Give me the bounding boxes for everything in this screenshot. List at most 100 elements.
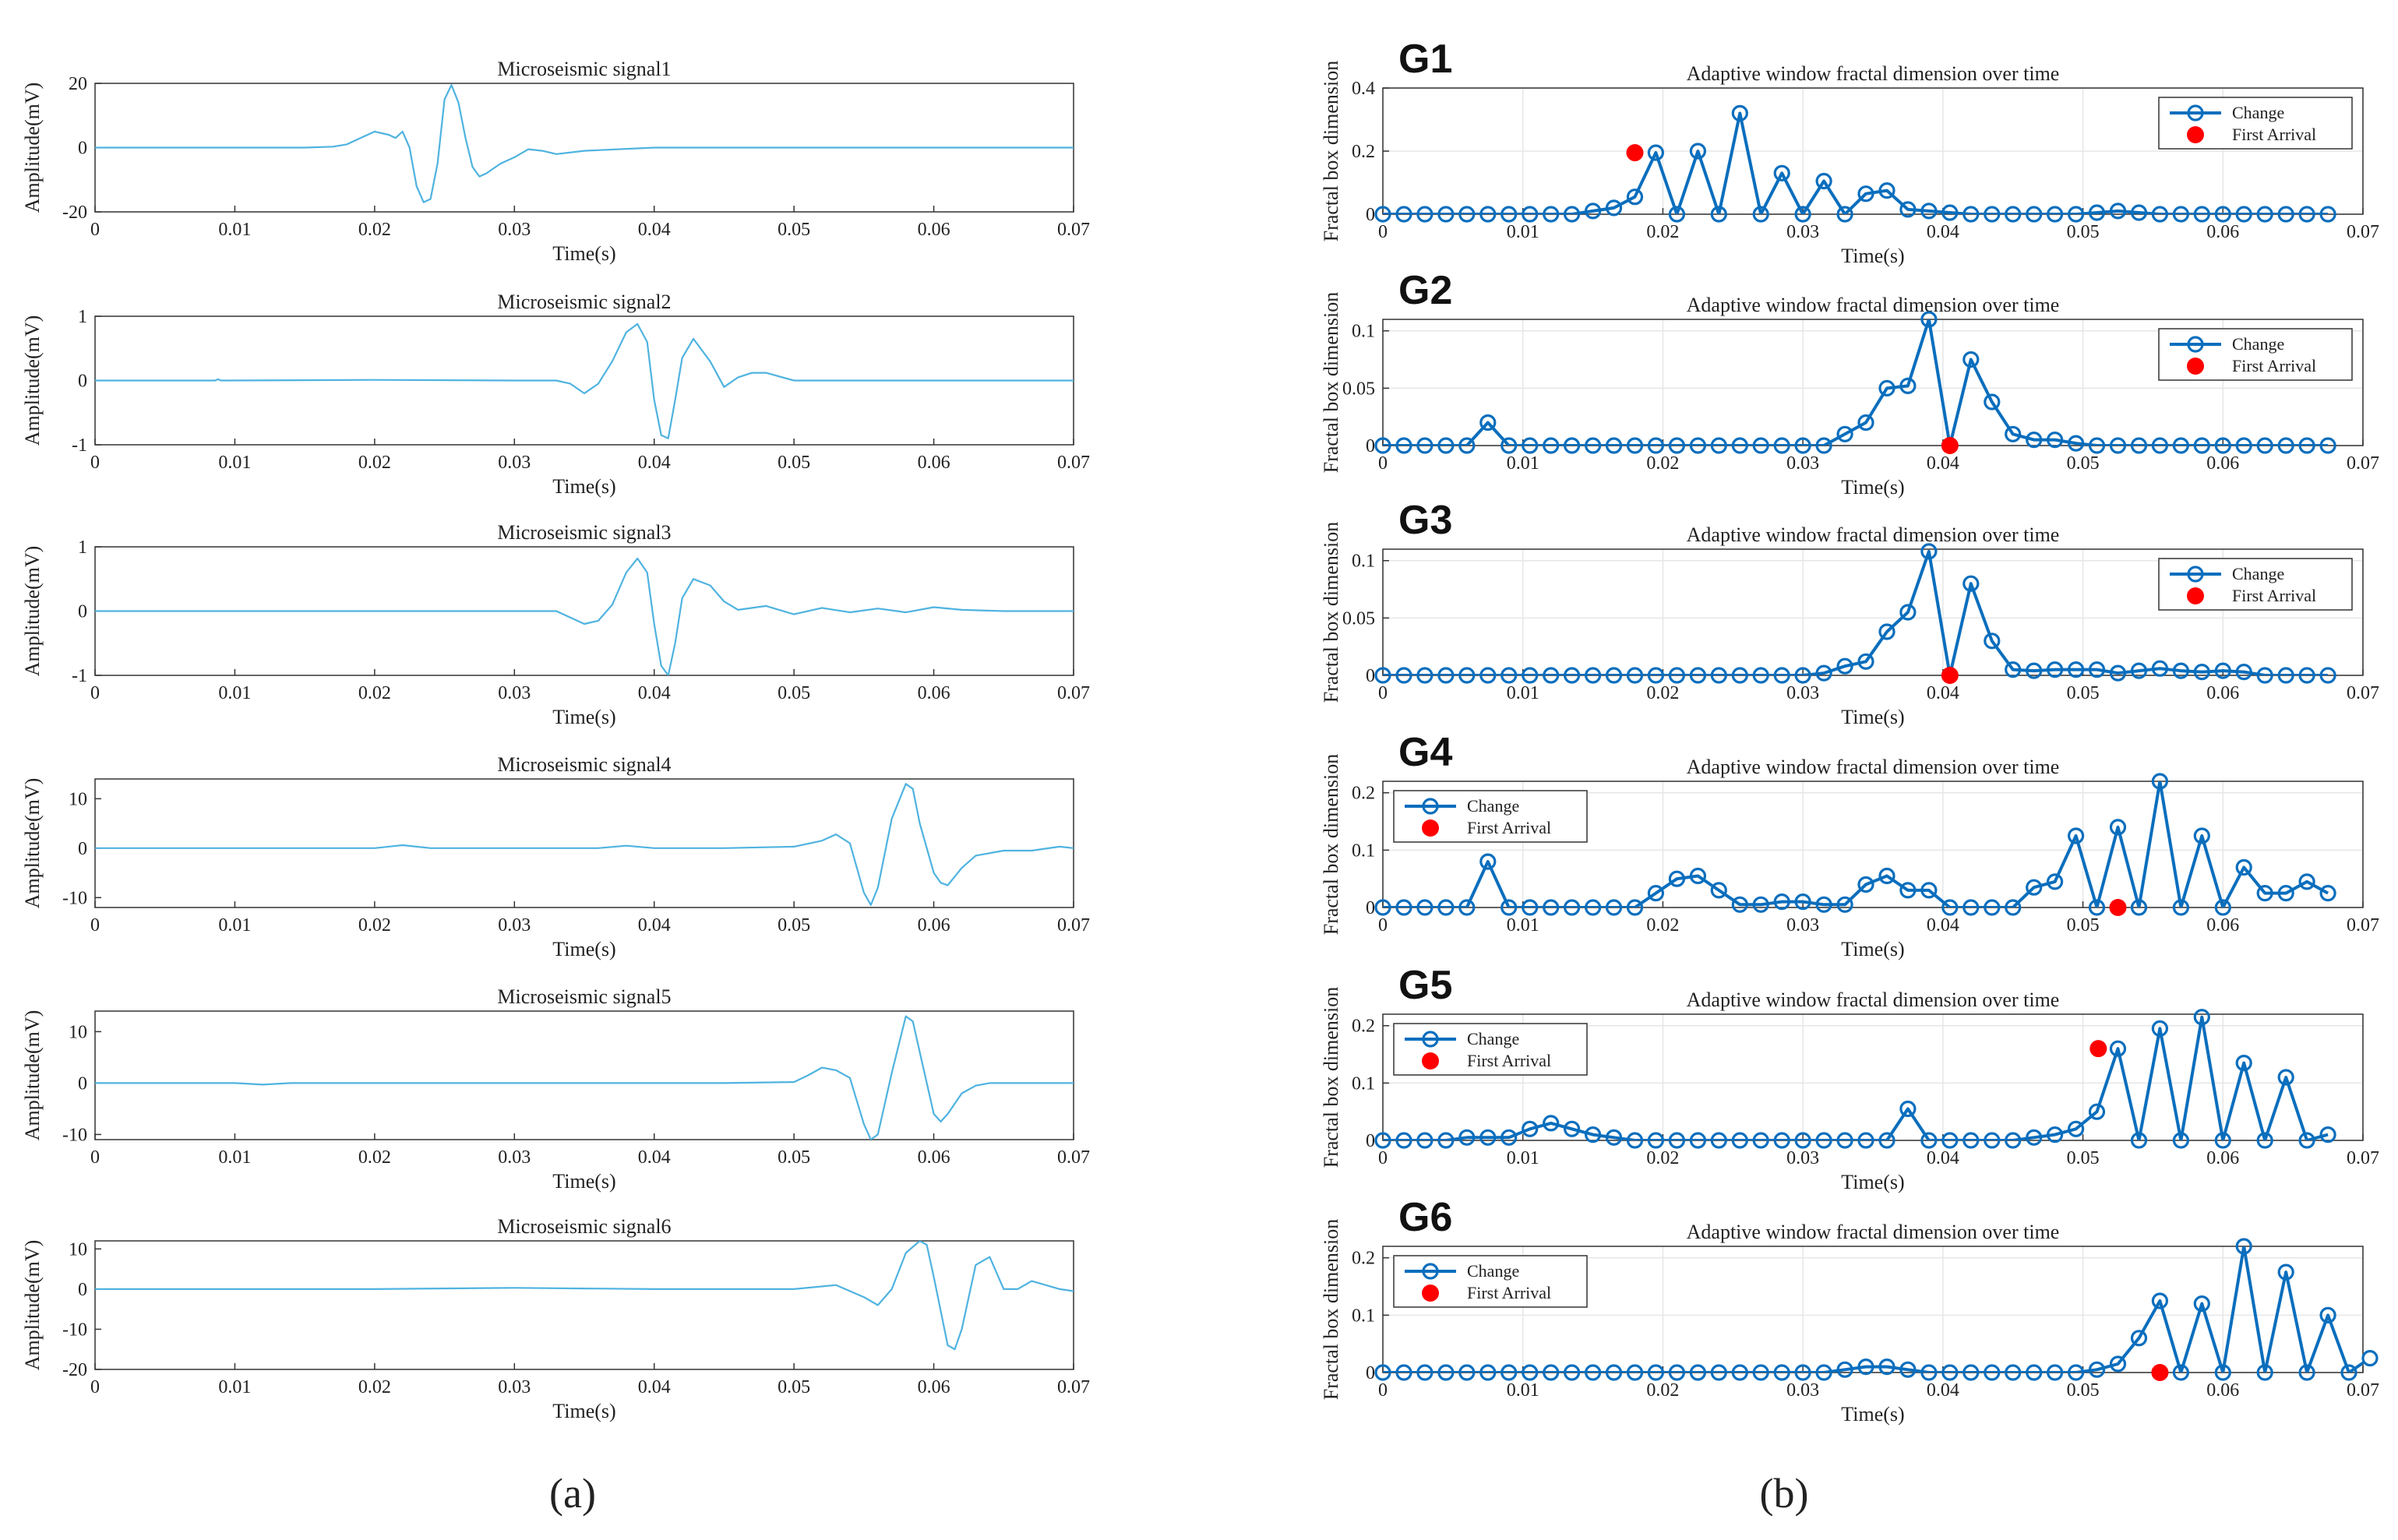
x-tick-label: 0.06 — [2206, 1380, 2239, 1401]
change-point-marker — [1878, 623, 1895, 640]
chart-title: Adaptive window fractal dimension over t… — [1687, 988, 2060, 1011]
change-point-marker — [2193, 1295, 2210, 1313]
x-tick-label: 0 — [1378, 453, 1388, 474]
change-point-marker — [2256, 667, 2273, 684]
change-point-marker — [2151, 773, 2168, 790]
chart-title: Microseismic signal2 — [497, 291, 671, 313]
y-tick-label: 0.05 — [1342, 379, 1375, 399]
x-axis-label: Time(s) — [1841, 1171, 1904, 1193]
change-point-marker — [1374, 667, 1391, 684]
change-point-marker — [1794, 437, 1811, 454]
change-point-marker — [1605, 199, 1623, 217]
chart-title: Microseismic signal3 — [497, 521, 671, 544]
change-point-marker — [2193, 827, 2210, 844]
x-tick-label: 0.04 — [638, 220, 671, 240]
chart-g3: 0 0.01 0.02 0.03 0.04 0.05 0.06 0.07 0 0.05 0.1 Ada… — [1320, 498, 2379, 728]
change-point-marker — [1479, 1129, 1497, 1146]
x-tick-label: 0.07 — [1057, 453, 1090, 473]
x-axis-label: Time(s) — [1841, 706, 1904, 728]
change-point-marker — [2256, 884, 2273, 902]
change-point-marker — [1605, 1129, 1623, 1146]
change-point-marker — [2068, 1364, 2085, 1381]
change-point-marker — [2319, 884, 2336, 902]
change-point-marker — [2151, 206, 2168, 223]
change-point-marker — [1647, 884, 1664, 902]
signal-line — [95, 783, 1074, 906]
change-point-marker — [2005, 1364, 2022, 1381]
change-point-marker — [1543, 437, 1560, 454]
change-point-marker — [2214, 1132, 2231, 1149]
change-point-marker — [1899, 604, 1917, 621]
x-tick-label: 0.05 — [2067, 222, 2100, 242]
x-tick-label: 0.07 — [1057, 220, 1090, 240]
change-point-marker — [1857, 876, 1874, 893]
change-point-marker — [2277, 1069, 2294, 1086]
x-tick-label: 0.01 — [1507, 1148, 1539, 1168]
legend-first-arrival-marker — [2187, 358, 2204, 375]
change-point-marker — [2109, 1355, 2127, 1373]
y-axis-label: Amplitude(mV) — [21, 83, 44, 213]
change-point-marker — [1522, 667, 1539, 684]
y-axis-label: Amplitude(mV) — [21, 1010, 44, 1141]
change-series-line — [1383, 549, 2329, 675]
change-point-marker — [2109, 819, 2127, 836]
chart-signal-2: 0 0.01 0.02 0.03 0.04 0.05 0.06 0.07-101Microse… — [21, 291, 1090, 498]
x-tick-label: 0.06 — [2206, 915, 2239, 936]
x-axis-label: Time(s) — [1841, 245, 1904, 267]
change-point-marker — [1437, 899, 1455, 916]
change-series-line — [1383, 111, 2329, 214]
change-point-marker — [2088, 661, 2106, 678]
subplot-label: G4 — [1398, 730, 1452, 775]
change-point-marker — [2047, 873, 2064, 890]
change-point-marker — [1899, 882, 1917, 899]
change-point-marker — [2130, 204, 2148, 221]
change-point-marker — [1626, 899, 1644, 916]
change-point-marker — [1710, 1132, 1727, 1149]
change-point-marker — [1437, 667, 1455, 684]
x-tick-label: 0 — [1378, 915, 1388, 936]
chart-g1: 0 0.01 0.02 0.03 0.04 0.05 0.06 0.07 0 0.2 0.4 Adap… — [1320, 37, 2379, 267]
x-tick-label: 0.02 — [1646, 1380, 1679, 1401]
subplot-label: G1 — [1398, 37, 1452, 82]
legend-change-label: Change — [1467, 1029, 1519, 1048]
y-tick-label: -1 — [72, 435, 87, 456]
change-point-marker — [1584, 899, 1602, 916]
y-tick-label: 0.05 — [1342, 608, 1375, 629]
change-point-marker — [1668, 667, 1685, 684]
change-point-marker — [1668, 437, 1685, 454]
change-point-marker — [2319, 1306, 2336, 1324]
change-point-marker — [2151, 437, 2168, 454]
change-point-marker — [2214, 662, 2231, 679]
change-series-line — [1383, 1015, 2329, 1140]
axes-box — [1382, 548, 2364, 676]
change-point-marker — [1878, 1358, 1895, 1376]
x-tick-label: 0.03 — [498, 1147, 531, 1168]
change-point-marker — [1458, 667, 1476, 684]
change-point-marker — [2088, 899, 2106, 916]
change-point-marker — [1878, 1132, 1895, 1149]
first-arrival-marker — [1941, 667, 1959, 684]
change-point-marker — [2214, 206, 2231, 223]
change-point-marker — [1543, 1364, 1560, 1381]
x-tick-label: 0.06 — [2206, 1148, 2239, 1168]
x-tick-label: 0 — [1378, 222, 1388, 242]
change-point-marker — [1501, 437, 1518, 454]
change-point-marker — [1522, 206, 1539, 223]
change-point-marker — [1773, 667, 1790, 684]
change-point-marker — [1941, 1364, 1959, 1381]
y-tick-label: -1 — [72, 666, 87, 686]
axes-box — [94, 1240, 1074, 1370]
change-point-marker — [1501, 206, 1518, 223]
change-point-marker — [2109, 664, 2127, 682]
change-point-marker — [2235, 1054, 2252, 1072]
change-point-marker — [1437, 1132, 1455, 1149]
change-point-marker — [2109, 437, 2127, 454]
change-point-marker — [2319, 667, 2336, 684]
change-point-marker — [1458, 437, 1476, 454]
change-point-marker — [2172, 899, 2189, 916]
change-point-marker — [2214, 437, 2231, 454]
change-point-marker — [1416, 1132, 1434, 1149]
y-tick-label: 0.1 — [1352, 322, 1375, 342]
change-point-marker — [1605, 1364, 1623, 1381]
change-point-marker — [2151, 1292, 2168, 1309]
